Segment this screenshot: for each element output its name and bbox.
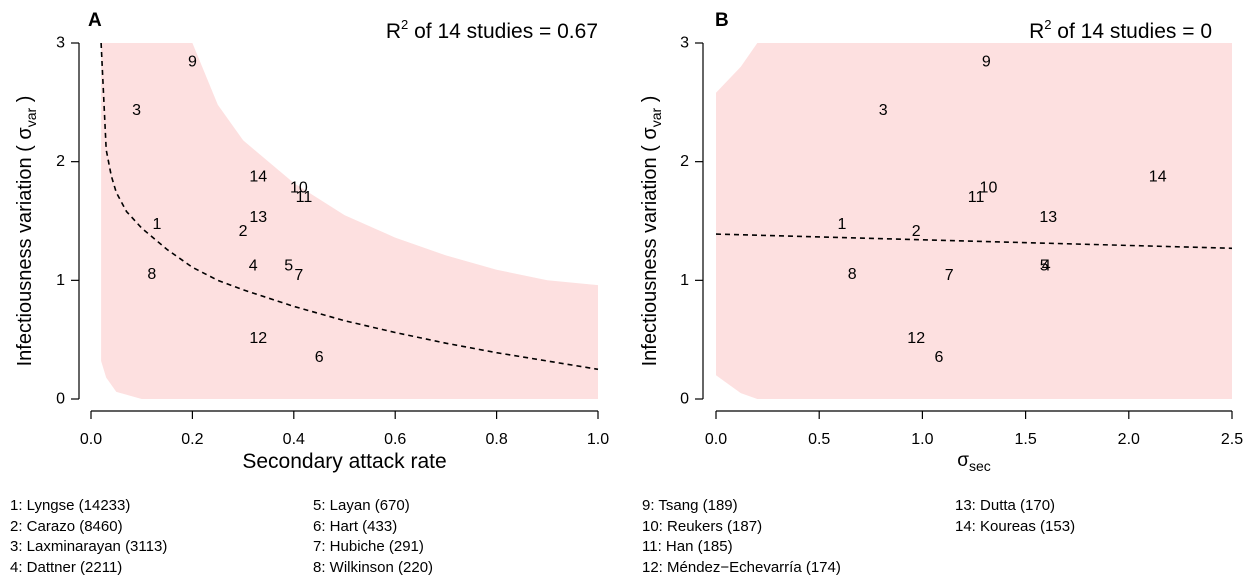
panel-b-title: R2 of 14 studies = 0 — [1029, 17, 1212, 43]
panel-b-x-tick-label: 0.0 — [705, 431, 727, 448]
panel-a-confidence-band — [101, 43, 598, 399]
panel-b-point-label: 5 — [1040, 258, 1049, 275]
panel-a-point-label: 9 — [188, 53, 197, 70]
panel-a-point-label: 10 — [290, 179, 308, 196]
legend-item: 2: Carazo (8460) — [10, 517, 123, 535]
panel-b-y-tick-label: 1 — [680, 272, 689, 289]
panel-b-y-tick-label: 3 — [680, 35, 689, 52]
panel-a-x-tick-label: 0.4 — [283, 431, 305, 448]
panel-a-x-tick-label: 0.6 — [384, 431, 406, 448]
panel-a-x-tick-label: 0.0 — [80, 431, 102, 448]
panel-a-point-label: 8 — [147, 266, 156, 283]
panel-b-panel-label: B — [715, 10, 729, 31]
panel-b-y-tick-label: 0 — [680, 391, 689, 408]
panel-b-x-tick-label: 0.5 — [808, 431, 830, 448]
panel-a-y-tick-label: 0 — [56, 391, 65, 408]
panel-b-x-tick-label: 1.0 — [911, 431, 933, 448]
panel-a-point-label: 13 — [249, 209, 267, 226]
legend-item: 14: Koureas (153) — [955, 517, 1076, 535]
panel-a-x-tick-label: 0.2 — [181, 431, 203, 448]
panel-b-y-tick-label: 2 — [680, 153, 689, 170]
legend-column-1: 1: Lyngse (14233) 2: Carazo (8460) 3: La… — [10, 496, 167, 578]
panel-b-point-label: 6 — [934, 349, 943, 366]
legend-item: 3: Laxminarayan (3113) — [10, 538, 168, 556]
panel-b-point-label: 10 — [980, 179, 998, 196]
panel-b-y-axis-label: Infectiousness variation ( σvar ) — [639, 96, 664, 367]
panel-b-x-axis-label: σsec — [957, 450, 991, 474]
panel-b-point-label: 8 — [848, 266, 857, 283]
legend-item: 8: Wilkinson (220) — [313, 558, 434, 576]
panel-b-confidence-band — [716, 43, 1232, 399]
panel-a-y-tick-label: 3 — [56, 35, 65, 52]
legend-item: 13: Dutta (170) — [955, 497, 1056, 514]
panel-a-panel-label: A — [88, 10, 102, 31]
legend-item: 1: Lyngse (14233) — [10, 497, 131, 514]
panel-a-point-label: 3 — [132, 102, 141, 119]
panel-a-point-label: 11 — [296, 189, 313, 206]
legend-item: 10: Reukers (187) — [642, 517, 763, 535]
panel-a-title: R2 of 14 studies = 0.67 — [386, 17, 598, 43]
legend-item: 7: Hubiche (291) — [313, 538, 424, 556]
panel-b-point-label: 11 — [968, 189, 985, 206]
panel-a-y-axis-label: Infectiousness variation ( σvar ) — [14, 96, 39, 367]
panel-a-y-tick-label: 1 — [56, 272, 65, 289]
panel-a-point-label: 4 — [249, 258, 258, 275]
panel-b-x-tick-label: 1.5 — [1014, 431, 1036, 448]
panel-b-point-label: 3 — [879, 102, 888, 119]
panel-a-point-label: 2 — [239, 223, 248, 240]
panel-a-x-tick-label: 0.8 — [485, 431, 507, 448]
legend-item: 6: Hart (433) — [313, 517, 398, 535]
panel-a-point-label: 7 — [294, 267, 303, 284]
legend-column-4: 13: Dutta (170) 14: Koureas (153) — [955, 496, 1075, 537]
legend-item: 4: Dattner (2211) — [10, 558, 123, 576]
panel-a-point-label: 1 — [152, 216, 161, 233]
legend-item: 9: Tsang (189) — [642, 497, 738, 514]
panel-a-point-label: 14 — [249, 169, 267, 186]
legend-item: 12: Méndez−Echevarría (174) — [642, 558, 841, 576]
panel-a-x-tick-label: 1.0 — [587, 431, 609, 448]
panel-b-point-label: 13 — [1039, 209, 1057, 226]
legend-item: 11: Han (185) — [642, 538, 733, 556]
panel-a-point-label: 5 — [284, 258, 293, 275]
panel-b-point-label: 4 — [1042, 258, 1051, 275]
panel-a-fit-line — [100, 42, 599, 371]
panel-b-point-label: 9 — [982, 53, 991, 70]
panel-a-point-label: 6 — [315, 349, 324, 366]
legend-column-2: 5: Layan (670) 6: Hart (433) 7: Hubiche … — [313, 496, 433, 578]
panel-b-x-tick-label: 2.0 — [1118, 431, 1140, 448]
panel-a-point-label: 12 — [249, 330, 267, 347]
panel-b-point-label: 14 — [1149, 169, 1167, 186]
panel-b-point-label: 7 — [945, 267, 954, 284]
panel-a-x-axis-label: Secondary attack rate — [242, 450, 446, 473]
panel-b-point-label: 2 — [912, 223, 921, 240]
panel-b-x-tick-label: 2.5 — [1221, 431, 1243, 448]
legend-item: 5: Layan (670) — [313, 497, 410, 514]
legend-column-3: 9: Tsang (189) 10: Reukers (187) 11: Han… — [642, 496, 841, 578]
panel-b-point-label: 1 — [837, 216, 846, 233]
panel-b-point-label: 12 — [907, 330, 925, 347]
panel-a-y-tick-label: 2 — [56, 153, 65, 170]
